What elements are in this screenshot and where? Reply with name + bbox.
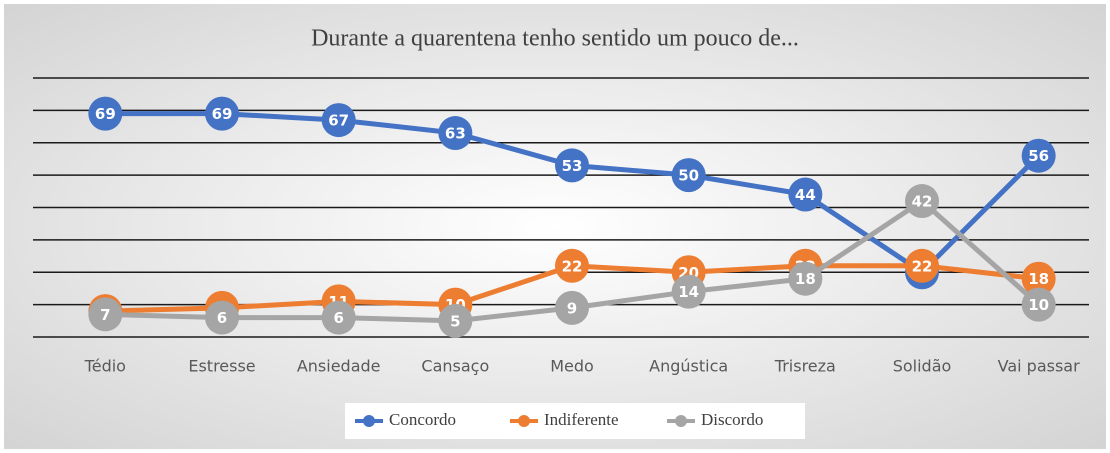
value-label: 6 [333,309,343,327]
legend-swatch [675,415,687,427]
value-label: 18 [795,270,816,288]
point [321,300,356,335]
point [438,116,473,151]
chart-title: Durante a quarentena tenho sentido um po… [311,26,799,52]
value-label: 53 [562,157,583,175]
x-tick-label: Medo [550,357,594,376]
x-tick-label: Vai passar [998,357,1080,376]
value-label: 22 [912,257,933,275]
legend-label: Indiferente [544,410,619,429]
point [1021,138,1056,173]
point [321,103,356,138]
legend-label: Discordo [701,410,763,429]
value-label: 67 [328,112,349,130]
value-label: 22 [562,257,583,275]
value-label: 42 [912,193,933,211]
legend-label: Concordo [389,410,456,429]
point [788,177,823,212]
x-tick-label: Trisreza [774,357,836,376]
point [1021,261,1056,296]
value-label: 14 [678,283,699,301]
value-label: 56 [1028,147,1049,165]
legend-box [345,403,805,439]
legend-swatch [518,415,530,427]
point [88,96,123,131]
point [1021,287,1056,322]
point [671,158,706,193]
point [555,290,589,325]
point [555,248,589,283]
value-label: 69 [95,105,116,123]
value-label: 50 [678,167,699,185]
x-tick-label: Tédio [84,357,126,376]
x-tick-label: Solidão [893,357,952,376]
point [905,248,939,283]
x-tick-label: Ansiedade [297,357,381,376]
value-label: 9 [567,299,577,317]
value-label: 6 [217,309,227,327]
background [4,4,1106,449]
point [88,297,123,332]
point [788,261,823,296]
point [555,148,589,183]
value-label: 44 [795,186,816,204]
value-label: 63 [445,125,466,143]
point [671,274,706,309]
value-label: 10 [1028,296,1049,314]
value-label: 5 [450,312,460,330]
point [438,303,473,338]
x-tick-label: Angústica [649,357,728,376]
x-tick-label: Cansaço [421,357,489,376]
point [205,96,239,131]
value-label: 18 [1028,270,1049,288]
legend-swatch [363,415,375,427]
value-label: 69 [212,105,233,123]
value-label: 7 [100,306,110,324]
point [905,184,939,219]
point [205,300,239,335]
x-tick-label: Estresse [188,357,255,376]
